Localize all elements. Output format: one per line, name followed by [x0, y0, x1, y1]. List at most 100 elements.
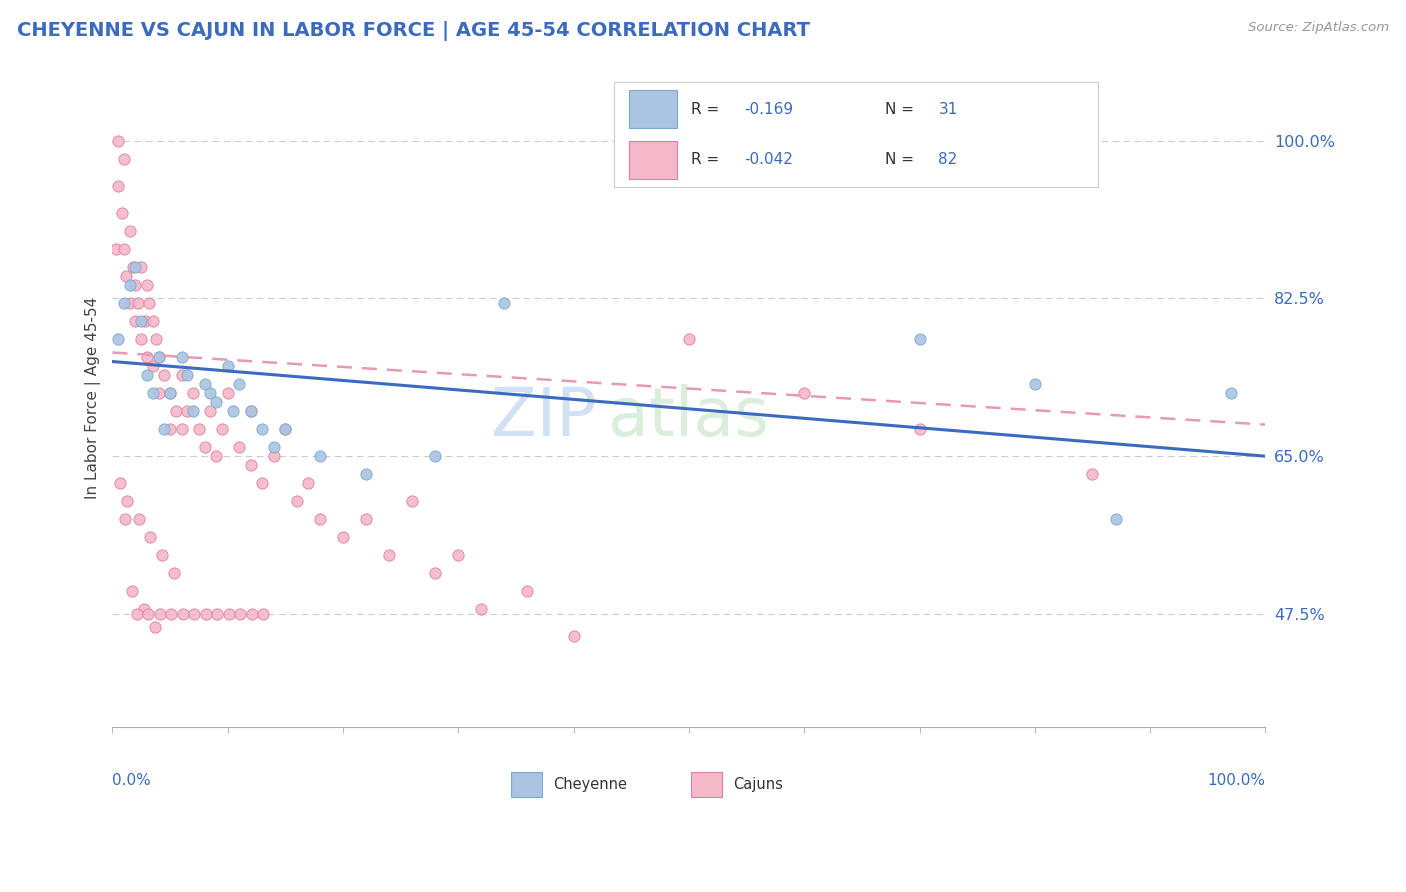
Point: [145, 332, 167, 346]
Point: [229, 607, 252, 621]
Point: [187, 422, 209, 436]
Point: [112, 242, 135, 256]
Point: [148, 350, 170, 364]
Point: [274, 422, 297, 436]
Point: [134, 314, 156, 328]
Point: [107, 332, 129, 346]
Point: [200, 404, 222, 418]
Point: [194, 377, 217, 392]
Point: [172, 607, 194, 621]
Point: [118, 224, 141, 238]
Point: [332, 530, 354, 544]
Point: [181, 386, 204, 401]
Point: [148, 350, 170, 364]
Point: [285, 494, 308, 508]
Point: [112, 152, 135, 166]
Point: [252, 476, 274, 491]
Point: [793, 386, 815, 401]
Point: [136, 368, 159, 382]
Point: [378, 549, 401, 563]
Point: [908, 422, 931, 436]
Point: [111, 206, 134, 220]
Point: [118, 296, 141, 310]
Point: [132, 602, 155, 616]
Point: [148, 386, 170, 401]
Point: [1081, 467, 1104, 482]
Point: [153, 368, 176, 382]
Point: [124, 277, 146, 292]
Text: 100.0%: 100.0%: [1208, 772, 1265, 788]
Point: [139, 530, 162, 544]
Point: [128, 512, 150, 526]
Point: [142, 359, 165, 373]
Point: [159, 422, 181, 436]
Point: [138, 296, 160, 310]
Point: [205, 395, 228, 409]
Point: [425, 566, 447, 581]
Point: [297, 476, 319, 491]
Point: [217, 386, 239, 401]
Text: 0.0%: 0.0%: [112, 772, 152, 788]
Point: [274, 422, 297, 436]
Point: [150, 549, 173, 563]
Text: CHEYENNE VS CAJUN IN LABOR FORCE | AGE 45-54 CORRELATION CHART: CHEYENNE VS CAJUN IN LABOR FORCE | AGE 4…: [17, 21, 810, 41]
Text: Source: ZipAtlas.com: Source: ZipAtlas.com: [1249, 21, 1389, 35]
Point: [142, 386, 165, 401]
Point: [228, 377, 250, 392]
Point: [207, 607, 229, 621]
Point: [217, 359, 239, 373]
Text: ZIP: ZIP: [491, 384, 596, 450]
Point: [136, 277, 159, 292]
Point: [124, 260, 146, 274]
Point: [159, 386, 181, 401]
Point: [129, 260, 152, 274]
Y-axis label: In Labor Force | Age 45-54: In Labor Force | Age 45-54: [86, 296, 101, 499]
Point: [263, 440, 285, 454]
Point: [425, 449, 447, 463]
Point: [908, 332, 931, 346]
Point: [181, 404, 204, 418]
Point: [239, 404, 262, 418]
Point: [309, 449, 332, 463]
Point: [447, 549, 470, 563]
Point: [239, 458, 262, 473]
Point: [136, 607, 159, 621]
Point: [183, 607, 205, 621]
Point: [470, 602, 492, 616]
Point: [309, 512, 332, 526]
Point: [107, 178, 129, 193]
Point: [117, 494, 139, 508]
Point: [162, 566, 184, 581]
Point: [354, 467, 377, 482]
Point: [176, 368, 198, 382]
Point: [678, 332, 700, 346]
Point: [263, 449, 285, 463]
Point: [118, 277, 141, 292]
Point: [149, 607, 172, 621]
Point: [125, 607, 148, 621]
Point: [129, 332, 152, 346]
Point: [127, 296, 149, 310]
Point: [1024, 377, 1046, 392]
Point: [122, 260, 145, 274]
Point: [239, 404, 262, 418]
Text: atlas: atlas: [609, 384, 769, 450]
Point: [200, 386, 222, 401]
Point: [107, 134, 129, 148]
Point: [205, 449, 228, 463]
Point: [121, 584, 143, 599]
Point: [112, 296, 135, 310]
Point: [354, 512, 377, 526]
Point: [252, 607, 274, 621]
Point: [129, 314, 152, 328]
Point: [252, 422, 274, 436]
Point: [228, 440, 250, 454]
Point: [114, 512, 136, 526]
Point: [176, 404, 198, 418]
Point: [194, 607, 217, 621]
Point: [240, 607, 263, 621]
Point: [136, 350, 159, 364]
Point: [124, 314, 146, 328]
Point: [222, 404, 245, 418]
Point: [211, 422, 233, 436]
